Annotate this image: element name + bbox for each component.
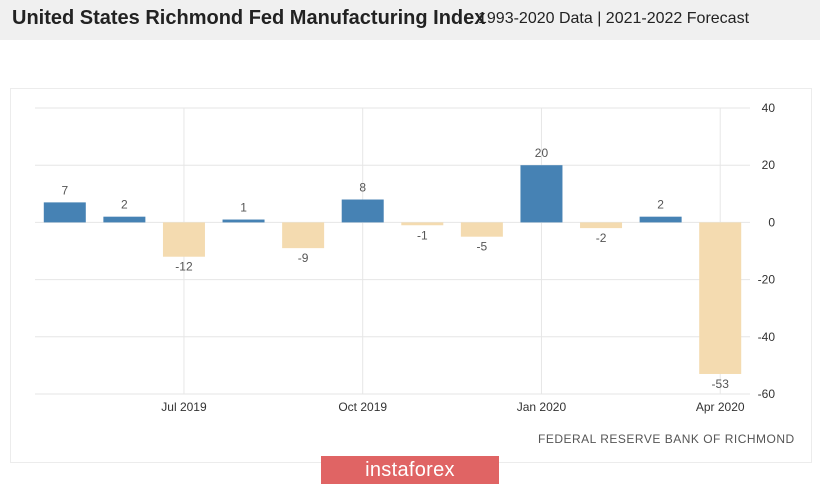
chart-panel: [10, 88, 812, 463]
bar: [460, 222, 503, 237]
bar: [282, 222, 325, 249]
bar: [580, 222, 623, 229]
bar-value-label: -9: [298, 251, 309, 265]
page-title: United States Richmond Fed Manufacturing…: [12, 7, 486, 29]
header-bar: United States Richmond Fed Manufacturing…: [0, 0, 820, 40]
bar: [103, 216, 146, 223]
bar-value-label: -1: [417, 228, 428, 242]
page-subtitle: 1993-2020 Data | 2021-2022 Forecast: [478, 10, 750, 27]
y-tick-label: -20: [758, 273, 776, 287]
bar-value-label: -12: [175, 260, 193, 274]
x-tick-label: Apr 2020: [696, 400, 745, 414]
bar: [162, 222, 205, 257]
bar: [401, 222, 444, 226]
x-tick-label: Jul 2019: [161, 400, 207, 414]
bar: [341, 199, 384, 223]
y-tick-label: 0: [768, 215, 775, 229]
bar-value-label: -53: [712, 377, 730, 391]
bar: [520, 165, 563, 223]
bar-value-label: -2: [596, 231, 607, 245]
bar: [222, 219, 265, 223]
x-tick-label: Jan 2020: [517, 400, 567, 414]
y-tick-label: 20: [762, 158, 776, 172]
bar-value-label: 20: [535, 146, 549, 160]
bar-value-label: 1: [240, 201, 247, 215]
bar: [43, 202, 86, 223]
bar-value-label: 2: [657, 198, 664, 212]
y-tick-label: -60: [758, 387, 776, 401]
y-tick-label: 40: [762, 101, 776, 115]
brand-logo[interactable]: instaforex: [321, 456, 499, 484]
bar: [639, 216, 682, 223]
bar-value-label: 7: [61, 183, 68, 197]
bar-value-label: -5: [477, 240, 488, 254]
y-tick-label: -40: [758, 330, 776, 344]
x-tick-label: Oct 2019: [338, 400, 387, 414]
bar-value-label: 8: [359, 181, 366, 195]
source-label: FEDERAL RESERVE BANK OF RICHMOND: [538, 432, 795, 446]
bar: [699, 222, 742, 374]
bar-value-label: 2: [121, 198, 128, 212]
